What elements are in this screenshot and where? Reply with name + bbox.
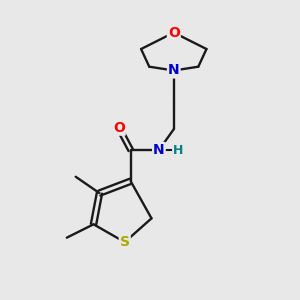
Text: O: O [113, 121, 125, 135]
Text: N: N [168, 64, 180, 77]
Text: S: S [120, 235, 130, 249]
Text: O: O [168, 26, 180, 40]
Text: N: N [153, 143, 165, 157]
Text: H: H [173, 143, 183, 157]
